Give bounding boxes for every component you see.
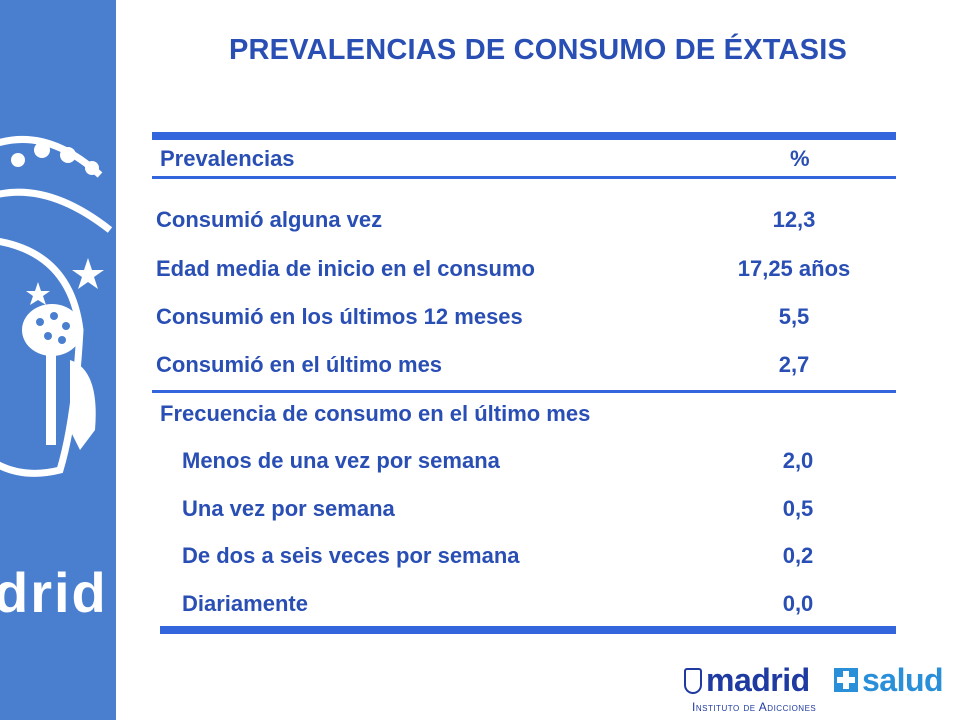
logo-brand: madrid — [706, 662, 810, 698]
madrid-shield-icon — [684, 668, 702, 694]
row-value: 12,3 — [772, 207, 816, 232]
row-value: 0,2 — [782, 543, 814, 568]
row-value: 5,5 — [778, 304, 810, 329]
row-value: 0,5 — [782, 496, 814, 521]
logo-brand-suffix: salud — [862, 662, 944, 698]
logo-subtitle: Instituto de Adicciones — [692, 700, 817, 714]
row-label: Consumió en el último mes — [156, 352, 443, 377]
header-label: Prevalencias — [160, 146, 295, 171]
row-label: De dos a seis veces por semana — [182, 543, 520, 568]
madrid-coat-of-arms-icon — [0, 135, 113, 477]
row-label: Una vez por semana — [182, 496, 395, 521]
row-value: 17,25 años — [737, 256, 851, 281]
header-value: % — [790, 146, 810, 171]
row-value: 2,0 — [782, 448, 814, 473]
row-label: Consumió alguna vez — [156, 207, 383, 232]
page-title: PREVALENCIAS DE CONSUMO DE ÉXTASIS — [228, 34, 848, 66]
row-label: Diariamente — [182, 591, 308, 616]
table-header-rule — [152, 176, 896, 179]
row-label: Consumió en los últimos 12 meses — [156, 304, 523, 329]
health-cross-icon — [834, 668, 858, 692]
table-top-rule — [152, 132, 896, 140]
row-value: 2,7 — [778, 352, 810, 377]
table-bottom-rule — [160, 626, 896, 634]
sidebar-logo-text: drid — [0, 561, 108, 624]
table-section-rule — [152, 390, 896, 393]
row-label: Menos de una vez por semana — [182, 448, 500, 473]
sidebar-madrid-emblem: drid — [0, 0, 116, 720]
frequency-section-heading: Frecuencia de consumo en el último mes — [160, 401, 591, 426]
madrid-salud-logo: madrid salud Instituto de Adicciones — [684, 662, 954, 716]
row-value: 0,0 — [782, 591, 814, 616]
row-label: Edad media de inicio en el consumo — [156, 256, 535, 281]
